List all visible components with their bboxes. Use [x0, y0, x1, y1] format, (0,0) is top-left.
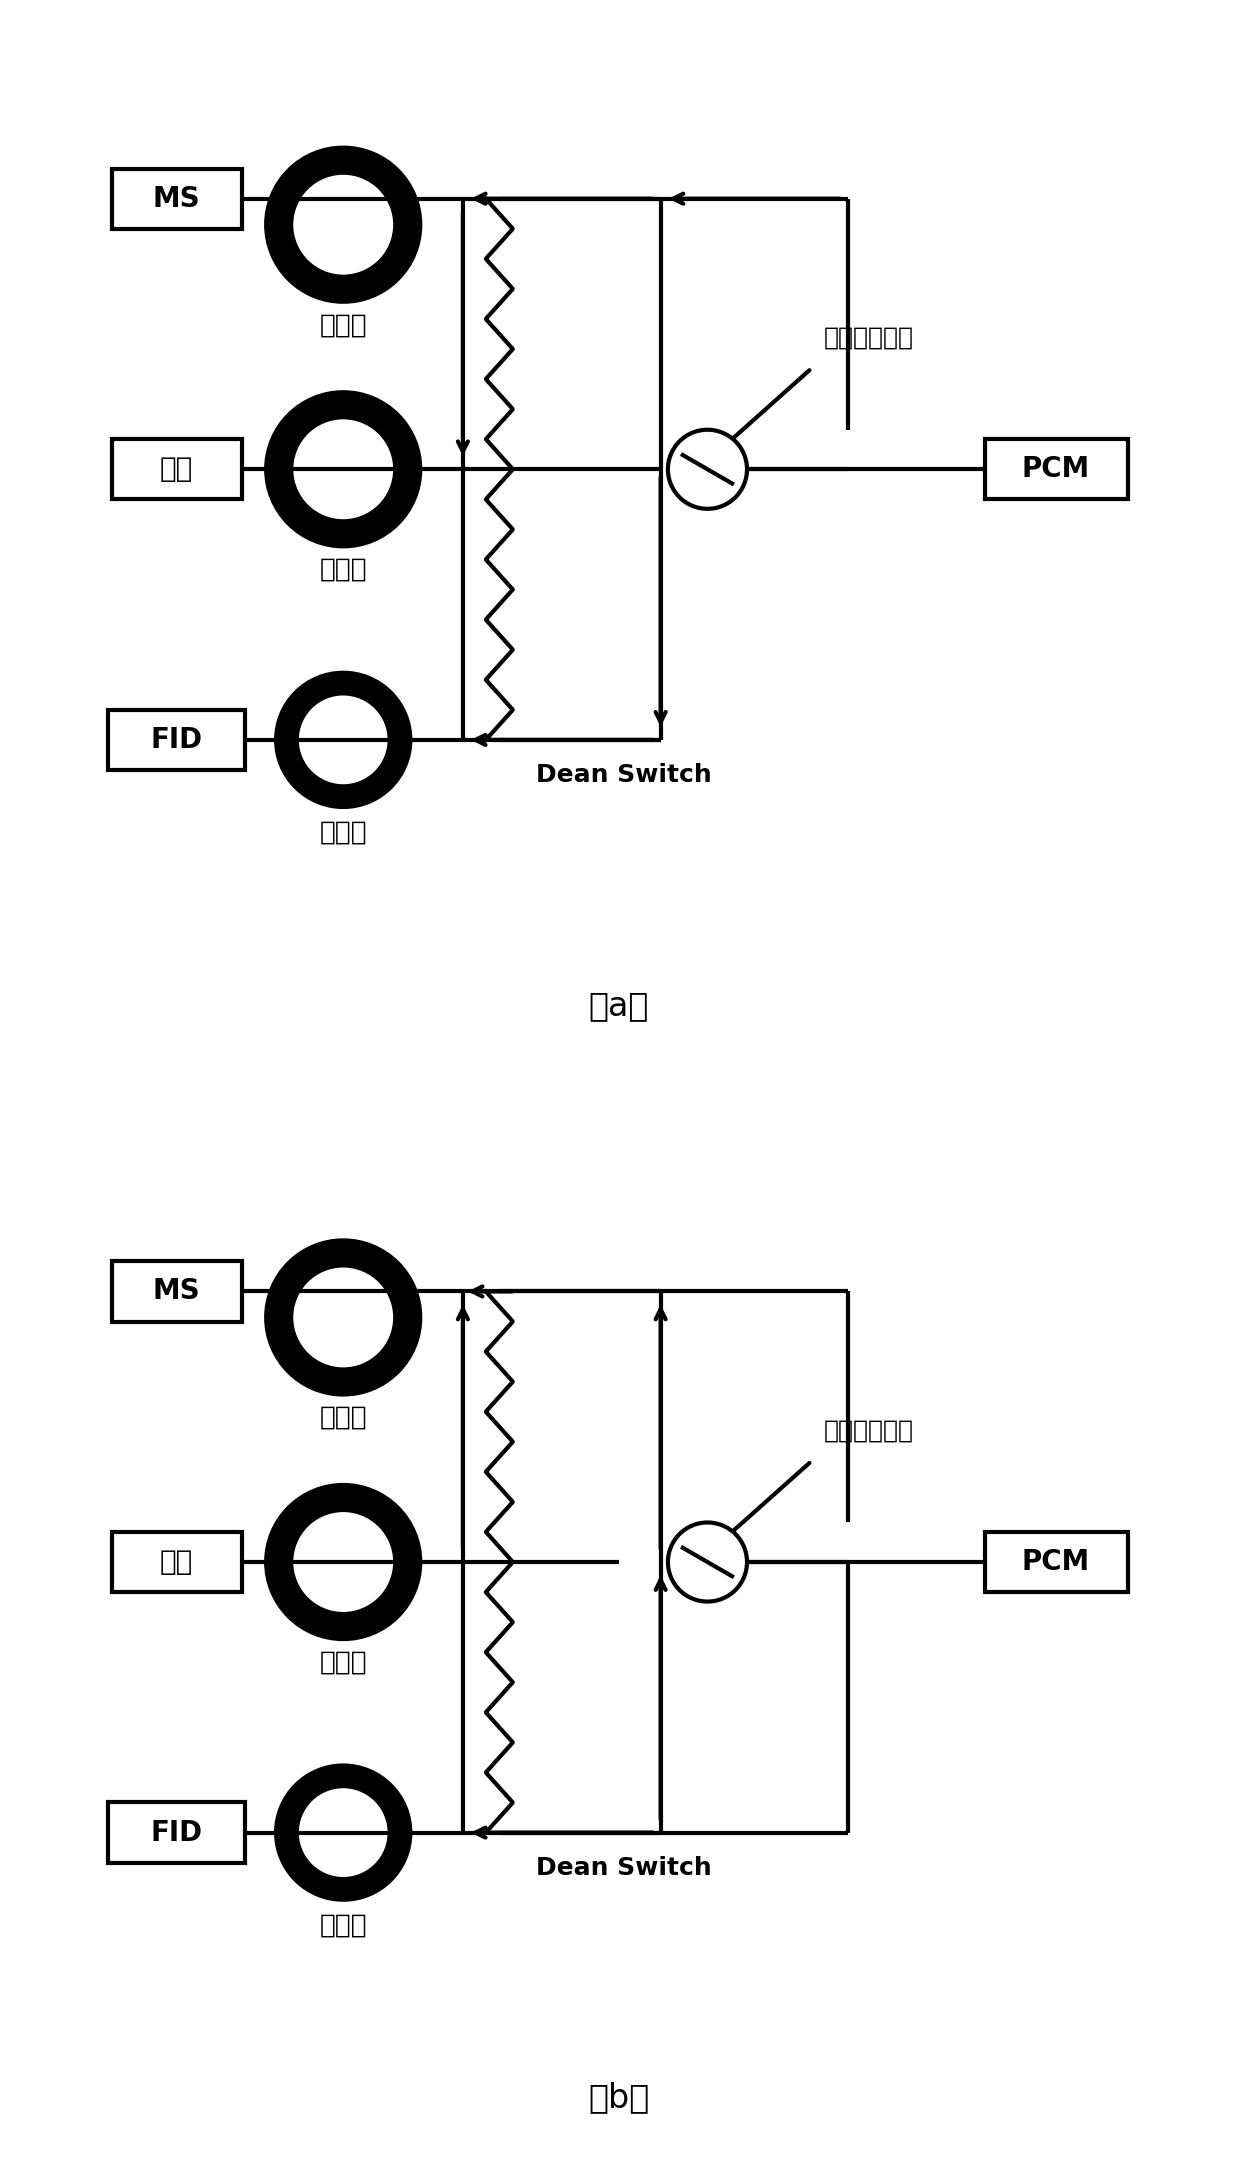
Bar — [111, 440, 241, 499]
Text: 阻尼管: 阻尼管 — [319, 1911, 366, 1938]
Text: 样品: 样品 — [160, 1548, 193, 1576]
Circle shape — [669, 429, 747, 509]
Text: Dean Switch: Dean Switch — [536, 1855, 712, 1879]
Circle shape — [669, 1522, 747, 1602]
Text: MS: MS — [152, 185, 201, 213]
Text: 色谱柱: 色谱柱 — [319, 1650, 366, 1676]
Text: 样品: 样品 — [160, 455, 193, 483]
Bar — [111, 1533, 241, 1591]
Text: PCM: PCM — [1023, 455, 1091, 483]
Text: （a）: （a） — [589, 988, 649, 1021]
Text: Dean Switch: Dean Switch — [536, 762, 712, 786]
Text: 阻尼管: 阻尼管 — [319, 819, 366, 845]
Text: 电磁阀（开）: 电磁阀（开） — [823, 327, 914, 350]
Text: 阻尼管: 阻尼管 — [319, 311, 366, 337]
Bar — [109, 710, 245, 771]
Text: 色谱柱: 色谱柱 — [319, 557, 366, 583]
Bar — [109, 1803, 245, 1864]
Text: 电磁阀（关）: 电磁阀（关） — [823, 1419, 914, 1443]
Bar — [984, 1533, 1128, 1591]
Text: FID: FID — [151, 1818, 203, 1846]
Text: 阻尼管: 阻尼管 — [319, 1404, 366, 1430]
Text: PCM: PCM — [1023, 1548, 1091, 1576]
Bar — [111, 1260, 241, 1321]
Bar — [984, 440, 1128, 499]
Bar — [111, 168, 241, 229]
Text: （b）: （b） — [588, 2081, 650, 2114]
Text: FID: FID — [151, 725, 203, 753]
Text: MS: MS — [152, 1278, 201, 1306]
